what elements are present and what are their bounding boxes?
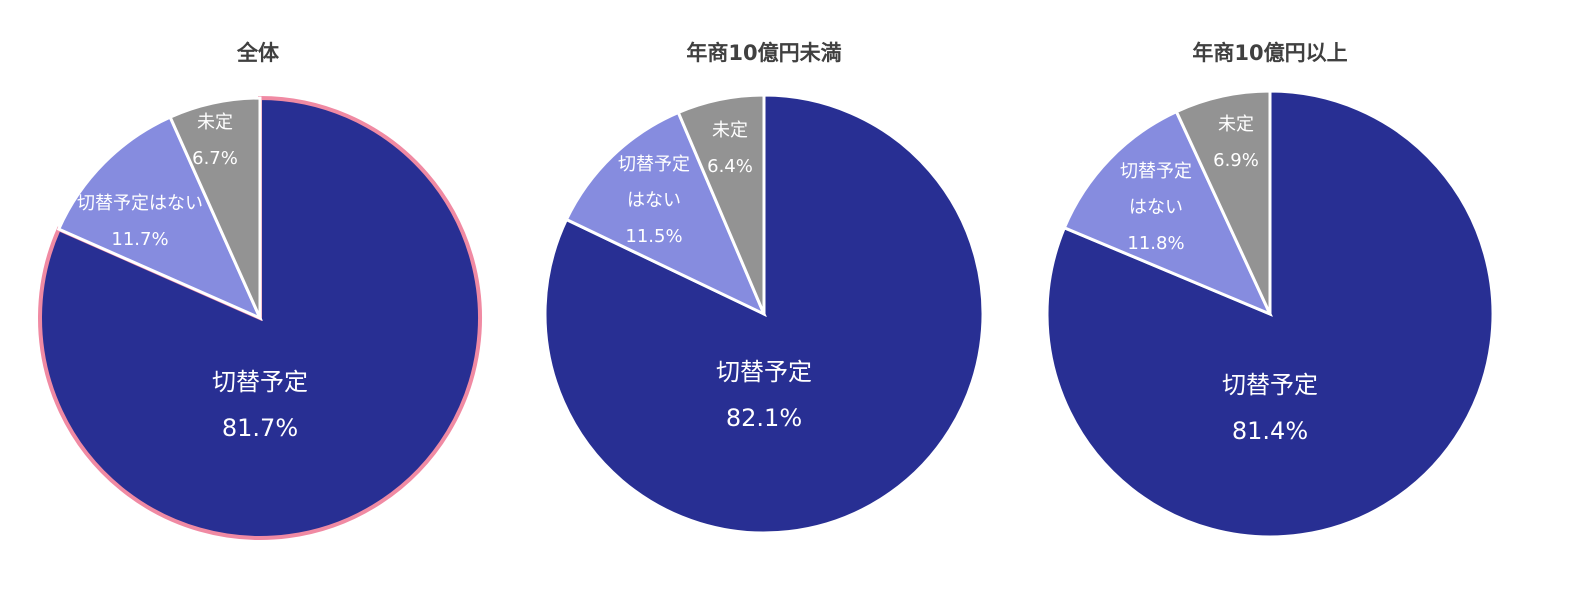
slice-value-label: 81.4% bbox=[1232, 417, 1308, 445]
slice-label: 切替予定 bbox=[1222, 371, 1318, 399]
slice-value-label: 6.7% bbox=[192, 148, 238, 169]
chart-title: 年商10億円未満 bbox=[686, 41, 841, 65]
slice-value-label: 11.7% bbox=[111, 229, 168, 250]
chart-title: 年商10億円以上 bbox=[1192, 41, 1347, 65]
pie-slice bbox=[676, 93, 766, 315]
pie-slice bbox=[564, 110, 767, 318]
slice-value-label: 6.4% bbox=[707, 156, 753, 177]
slice-label: 切替予定 bbox=[716, 358, 812, 386]
pie-slice bbox=[168, 96, 262, 319]
pie-slice bbox=[1174, 89, 1272, 315]
slice-label: 未定 bbox=[197, 112, 233, 133]
slice-value-label: 6.9% bbox=[1213, 150, 1259, 171]
slice-label: 切替予定 bbox=[212, 368, 308, 396]
pie-slice bbox=[56, 115, 263, 321]
pie-slice bbox=[1045, 89, 1495, 539]
slice-value-label: 11.8% bbox=[1127, 233, 1184, 254]
slice-label: 切替予定はない bbox=[77, 193, 203, 214]
slice-value-label: 11.5% bbox=[625, 226, 682, 247]
slice-label: はない bbox=[627, 190, 681, 211]
slice-label: 切替予定 bbox=[1120, 161, 1192, 182]
slice-label: 未定 bbox=[712, 120, 748, 141]
pie-slice bbox=[1062, 109, 1273, 317]
slice-value-label: 82.1% bbox=[726, 404, 802, 432]
highlight-outline bbox=[38, 95, 482, 540]
slice-label: 切替予定 bbox=[618, 154, 690, 175]
chart-title: 全体 bbox=[236, 41, 280, 65]
slice-label: 未定 bbox=[1218, 114, 1254, 135]
slice-value-label: 81.7% bbox=[222, 414, 298, 442]
slice-label: はない bbox=[1129, 197, 1183, 218]
